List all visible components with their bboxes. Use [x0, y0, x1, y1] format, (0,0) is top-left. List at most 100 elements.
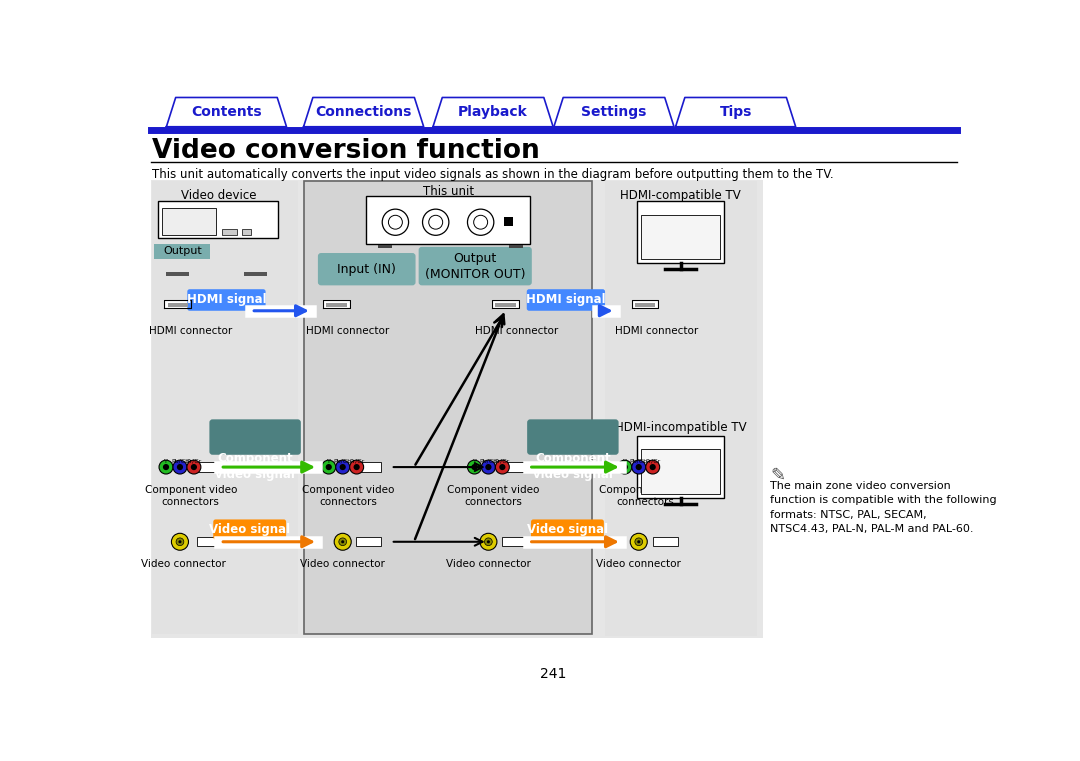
Polygon shape [303, 97, 423, 127]
Circle shape [341, 540, 345, 543]
Bar [243, 272, 267, 276]
Polygon shape [554, 97, 674, 127]
Circle shape [334, 533, 351, 550]
Text: Pr/Cr: Pr/Cr [495, 459, 510, 463]
Text: Pb/Cb: Pb/Cb [334, 459, 352, 463]
Text: Video device: Video device [181, 189, 256, 202]
Text: HDMI connector: HDMI connector [615, 326, 698, 336]
Text: ✎: ✎ [770, 467, 785, 485]
Polygon shape [323, 300, 350, 308]
Bar [197, 537, 221, 546]
Circle shape [191, 464, 197, 470]
FancyBboxPatch shape [527, 419, 619, 455]
Bar [510, 244, 524, 248]
Circle shape [350, 460, 364, 474]
Circle shape [635, 538, 643, 546]
Circle shape [474, 215, 488, 229]
Text: HDMI connector: HDMI connector [475, 326, 558, 336]
Circle shape [487, 540, 490, 543]
Text: HDMI-compatible TV: HDMI-compatible TV [620, 189, 741, 202]
Polygon shape [676, 97, 796, 127]
FancyBboxPatch shape [187, 289, 266, 310]
Text: Video connector: Video connector [596, 559, 681, 568]
Bar [356, 463, 380, 472]
Text: Pb/Cb: Pb/Cb [171, 459, 189, 463]
Bar [154, 244, 211, 260]
Circle shape [178, 540, 181, 543]
Text: Component video
connectors: Component video connectors [302, 485, 394, 507]
Bar [197, 463, 221, 472]
Circle shape [336, 460, 350, 474]
Circle shape [353, 464, 360, 470]
Bar [605, 181, 757, 411]
Circle shape [326, 464, 332, 470]
Text: Connections: Connections [315, 105, 411, 119]
Circle shape [172, 533, 189, 550]
Text: Component video
connectors: Component video connectors [145, 485, 237, 507]
Circle shape [646, 460, 660, 474]
Text: Input (IN): Input (IN) [337, 263, 396, 275]
FancyBboxPatch shape [419, 247, 531, 285]
Text: Pr/Cr: Pr/Cr [349, 459, 364, 463]
Circle shape [636, 464, 642, 470]
Text: Video signal: Video signal [527, 523, 608, 536]
Text: HDMI connector: HDMI connector [149, 326, 232, 336]
Bar [496, 303, 515, 307]
Circle shape [187, 460, 201, 474]
Bar [242, 229, 252, 235]
Bar [366, 196, 530, 244]
Bar [303, 181, 592, 634]
Bar [150, 180, 762, 638]
Circle shape [177, 464, 183, 470]
Text: Y: Y [623, 459, 626, 463]
Bar [167, 303, 188, 307]
Text: Playback: Playback [458, 105, 528, 119]
Text: Component video
connectors: Component video connectors [447, 485, 539, 507]
Circle shape [468, 460, 482, 474]
Circle shape [632, 460, 646, 474]
Polygon shape [433, 97, 553, 127]
Text: Component
video signal: Component video signal [532, 452, 612, 481]
Circle shape [468, 209, 494, 235]
Text: Video conversion function: Video conversion function [152, 138, 540, 164]
Circle shape [322, 460, 336, 474]
Bar [652, 537, 677, 546]
Circle shape [485, 464, 491, 470]
Bar [637, 202, 724, 263]
Text: Pb/Cb: Pb/Cb [480, 459, 498, 463]
Bar [378, 244, 392, 248]
Text: Y: Y [164, 459, 167, 463]
Text: This unit: This unit [422, 185, 474, 199]
Bar [502, 463, 527, 472]
Circle shape [429, 215, 443, 229]
Text: The main zone video conversion
function is compatible with the following
formats: The main zone video conversion function … [770, 481, 997, 534]
Circle shape [173, 460, 187, 474]
Polygon shape [632, 300, 658, 308]
Text: HDMI signal: HDMI signal [187, 294, 267, 307]
Circle shape [389, 215, 403, 229]
Circle shape [176, 538, 184, 546]
Text: Output: Output [163, 247, 202, 256]
Circle shape [631, 533, 647, 550]
Bar [635, 303, 656, 307]
Text: Contents: Contents [191, 105, 261, 119]
Text: 241: 241 [540, 667, 567, 681]
Circle shape [382, 209, 408, 235]
Text: HDMI-incompatible TV: HDMI-incompatible TV [615, 421, 746, 434]
Circle shape [482, 460, 496, 474]
FancyBboxPatch shape [318, 253, 416, 285]
Text: Video connector: Video connector [446, 559, 531, 568]
Text: Video signal: Video signal [210, 523, 291, 536]
Text: HDMI connector: HDMI connector [307, 326, 390, 336]
Circle shape [422, 209, 449, 235]
Bar [652, 463, 677, 472]
Bar [159, 202, 279, 238]
Polygon shape [492, 300, 518, 308]
Circle shape [163, 464, 170, 470]
Circle shape [499, 464, 505, 470]
Text: Output
(MONITOR OUT): Output (MONITOR OUT) [424, 252, 526, 281]
Polygon shape [164, 300, 191, 308]
Text: Tips: Tips [719, 105, 752, 119]
Bar [642, 215, 720, 260]
Bar [356, 537, 380, 546]
